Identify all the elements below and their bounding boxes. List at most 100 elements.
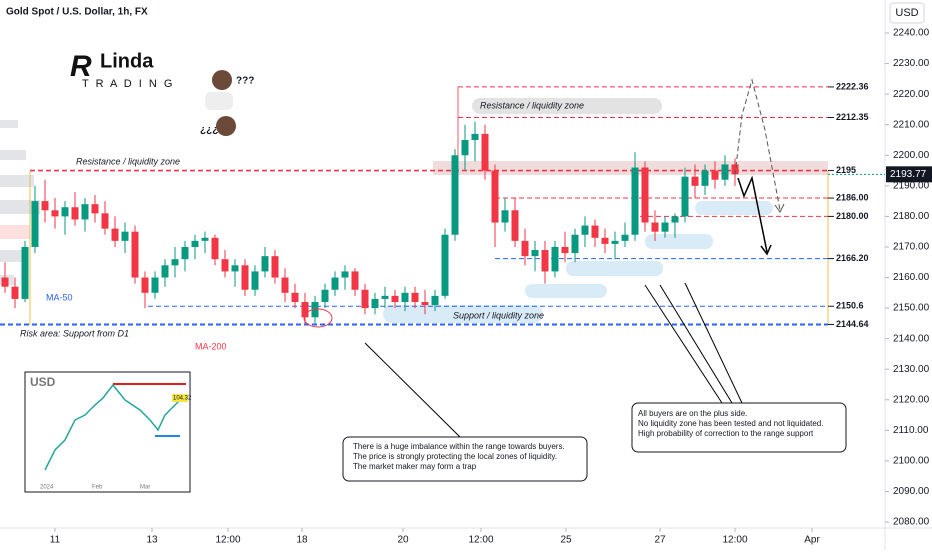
candle-body	[341, 271, 349, 278]
candle-body	[721, 164, 729, 180]
candle-body	[291, 292, 299, 302]
zone-label: Resistance / liquidity zone	[480, 100, 584, 110]
candle-body	[81, 204, 89, 220]
y-tick-label: 2210.00	[893, 119, 930, 130]
projection-path	[734, 78, 781, 211]
logo-name: Linda	[100, 50, 154, 72]
callout-line	[644, 284, 723, 404]
candle-body	[441, 234, 449, 296]
candle-body	[211, 237, 219, 260]
y-tick-label: 2120.00	[893, 394, 930, 405]
last-price-label: 2193.77	[890, 169, 927, 180]
candle-body	[141, 277, 149, 293]
x-tick-label: 12:00	[468, 535, 493, 546]
liquidity-box	[695, 201, 773, 215]
candle-body	[351, 271, 359, 290]
inset-price	[44, 383, 183, 471]
candle-body	[201, 237, 209, 241]
candle-body	[481, 133, 489, 171]
ma-label: MA-200	[195, 341, 227, 351]
level-label: 2186.00	[836, 192, 869, 202]
liquidity-box	[566, 261, 663, 276]
candle-body	[51, 210, 59, 217]
candle-body	[411, 292, 419, 302]
zone-label: Resistance / liquidity zone	[76, 156, 180, 166]
y-tick-label: 2150.00	[893, 303, 930, 314]
liquidity-box	[645, 234, 713, 249]
note-box	[631, 402, 847, 453]
candle-body	[361, 289, 369, 309]
x-tick-label: 18	[296, 535, 308, 546]
candle-body	[711, 170, 719, 180]
y-tick-label: 2240.00	[893, 28, 930, 39]
inset-last-box	[172, 394, 188, 402]
candle-body	[331, 277, 339, 290]
callout-line	[659, 284, 733, 404]
level-label: 2222.36	[836, 81, 869, 91]
level-label: 2144.64	[836, 319, 869, 329]
candle-body	[11, 286, 19, 299]
meme-text: ???	[236, 76, 254, 87]
x-tick-label: 27	[654, 535, 666, 546]
level-label: 2150.6	[836, 301, 864, 311]
note-line: All buyers are on the plus side.	[638, 409, 747, 418]
candle-body	[591, 225, 599, 238]
candle-body	[271, 256, 279, 278]
candle-body	[231, 265, 239, 272]
candle-body	[421, 301, 429, 306]
arrow-head	[760, 244, 772, 256]
candle-body	[401, 292, 409, 302]
candle-body	[371, 298, 379, 309]
level-label: 2180.00	[836, 211, 869, 221]
y-tick-label: 2080.00	[893, 517, 930, 528]
y-tick-label: 2190.00	[893, 180, 930, 191]
currency-button[interactable]	[889, 2, 925, 24]
candle-body	[381, 295, 389, 299]
candle-body	[601, 237, 609, 244]
candle-body	[31, 201, 39, 247]
candle-body	[151, 277, 159, 293]
resistance-zone	[433, 161, 828, 175]
candle-body	[251, 271, 259, 290]
callout-line	[364, 342, 461, 438]
candle-body	[551, 246, 559, 272]
candle-body	[171, 259, 179, 266]
candle-body	[451, 155, 459, 235]
y-tick-label: 2170.00	[893, 242, 930, 253]
candle-body	[241, 265, 249, 290]
candle-body	[111, 228, 119, 241]
currency-label[interactable]: USD	[895, 7, 918, 19]
candle-body	[641, 167, 649, 223]
x-tick-label: 13	[146, 535, 158, 546]
candle-body	[621, 234, 629, 241]
note-box	[342, 436, 588, 482]
candle-body	[91, 204, 99, 214]
inset-month: Mar	[140, 485, 150, 491]
arrow-head	[774, 203, 785, 213]
candle-body	[651, 222, 659, 232]
candle-body	[131, 231, 139, 278]
candle-body	[731, 164, 739, 175]
note-line: There is a huge imbalance within the ran…	[353, 442, 565, 451]
note-line: The price is strongly protecting the loc…	[353, 452, 557, 461]
candle-body	[301, 301, 309, 318]
meme-face	[216, 116, 236, 136]
candle-body	[321, 289, 329, 302]
candle-body	[681, 176, 689, 217]
y-tick-label: 2180.00	[893, 211, 930, 222]
x-tick-label: 25	[560, 535, 572, 546]
candle-body	[221, 259, 229, 272]
inset-last: 104.32	[173, 396, 192, 402]
y-tick-label: 2090.00	[893, 486, 930, 497]
candle-body	[691, 176, 699, 186]
candle-body	[261, 256, 269, 272]
y-tick-label: 2100.00	[893, 456, 930, 467]
inset-frame	[24, 371, 191, 493]
ma-label: MA-50	[46, 292, 73, 302]
candle-body	[571, 234, 579, 254]
candle-body	[541, 250, 549, 272]
logo-initial: R	[70, 50, 92, 83]
candle-body	[501, 210, 509, 223]
y-tick-label: 2200.00	[893, 150, 930, 161]
